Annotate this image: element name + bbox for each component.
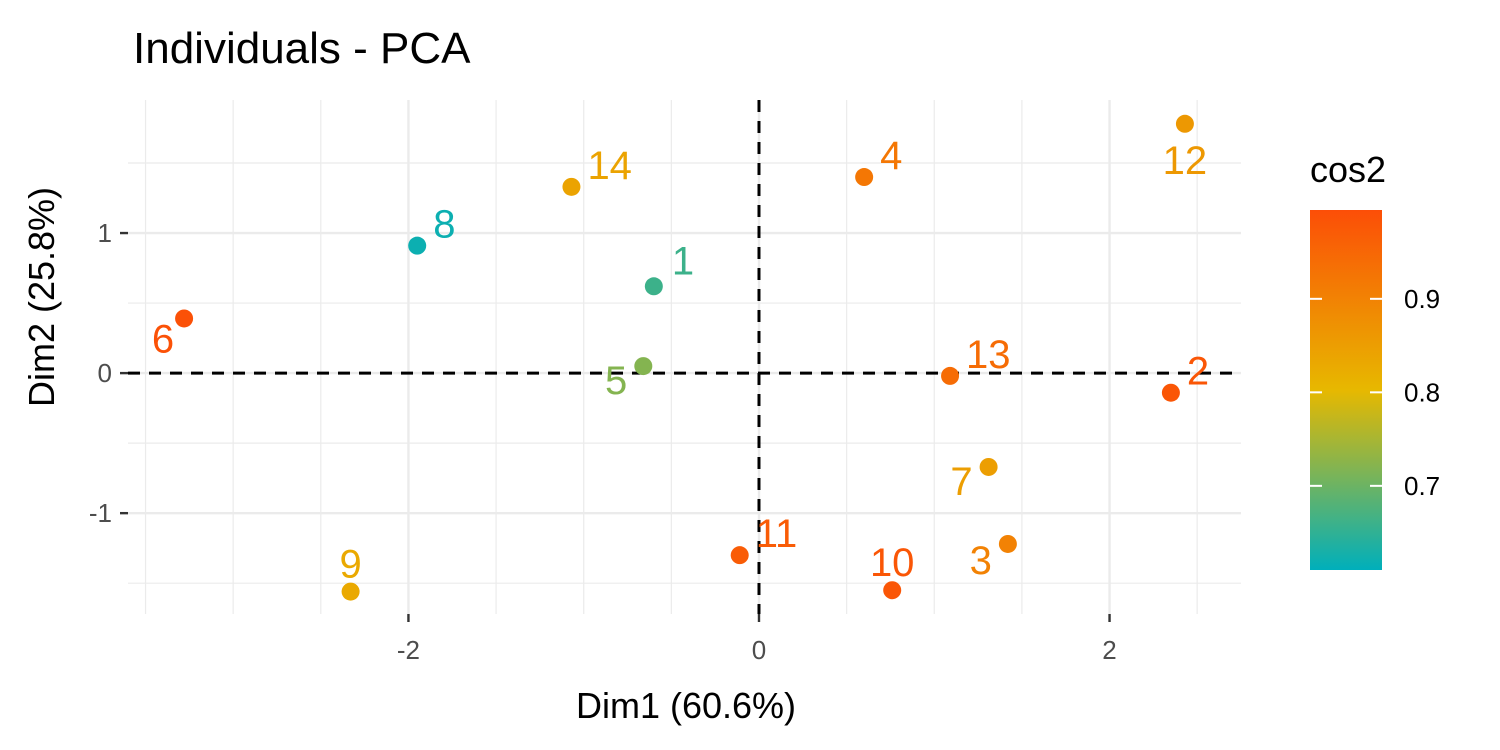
point-label-2: 2 (1187, 350, 1209, 394)
y-tick-label: -1 (89, 498, 112, 528)
legend: cos2 0.7 0.8 0.9 (1310, 149, 1440, 570)
point-label-4: 4 (880, 134, 902, 178)
point-5 (634, 357, 653, 376)
x-tick-label: 2 (1102, 635, 1116, 665)
point-label-1: 1 (672, 239, 694, 283)
grid (128, 100, 1241, 614)
point-label-11: 11 (756, 512, 798, 556)
point-9 (341, 582, 360, 601)
y-tick-label: 1 (98, 218, 112, 248)
legend-tick-label: 0.7 (1404, 471, 1440, 501)
x-tick-label: 0 (752, 635, 766, 665)
point-label-9: 9 (339, 543, 361, 587)
point-label-6: 6 (152, 317, 174, 361)
point-12 (1175, 114, 1194, 133)
point-label-3: 3 (970, 539, 992, 583)
point-label-12: 12 (1163, 139, 1208, 183)
point-8 (408, 236, 427, 255)
legend-tick-label: 0.8 (1404, 377, 1440, 407)
point-3 (998, 534, 1017, 553)
x-axis-title: Dim1 (60.6%) (576, 685, 796, 726)
point-1 (644, 277, 663, 296)
reference-lines (128, 100, 1241, 614)
legend-colorbar (1310, 210, 1382, 570)
point-label-5: 5 (605, 359, 627, 403)
point-label-13: 13 (966, 333, 1011, 377)
y-axis-title: Dim2 (25.8%) (21, 187, 62, 407)
legend-tick-label: 0.9 (1404, 284, 1440, 314)
point-13 (941, 366, 960, 385)
axes: -2 0 2 -1 0 1 (89, 218, 1117, 665)
point-4 (855, 168, 874, 187)
point-10 (883, 581, 902, 600)
point-6 (175, 309, 194, 328)
legend-title: cos2 (1310, 149, 1386, 190)
y-tick-label: 0 (98, 358, 112, 388)
point-label-8: 8 (433, 203, 455, 247)
point-11 (730, 546, 749, 565)
point-label-7: 7 (950, 460, 972, 504)
legend-ticks: 0.7 0.8 0.9 (1310, 284, 1440, 501)
point-label-10: 10 (870, 541, 915, 585)
point-2 (1161, 383, 1180, 402)
point-7 (979, 457, 998, 476)
chart-title: Individuals - PCA (133, 24, 471, 73)
point-label-14: 14 (587, 144, 632, 188)
x-tick-label: -2 (397, 635, 420, 665)
point-14 (562, 177, 581, 196)
